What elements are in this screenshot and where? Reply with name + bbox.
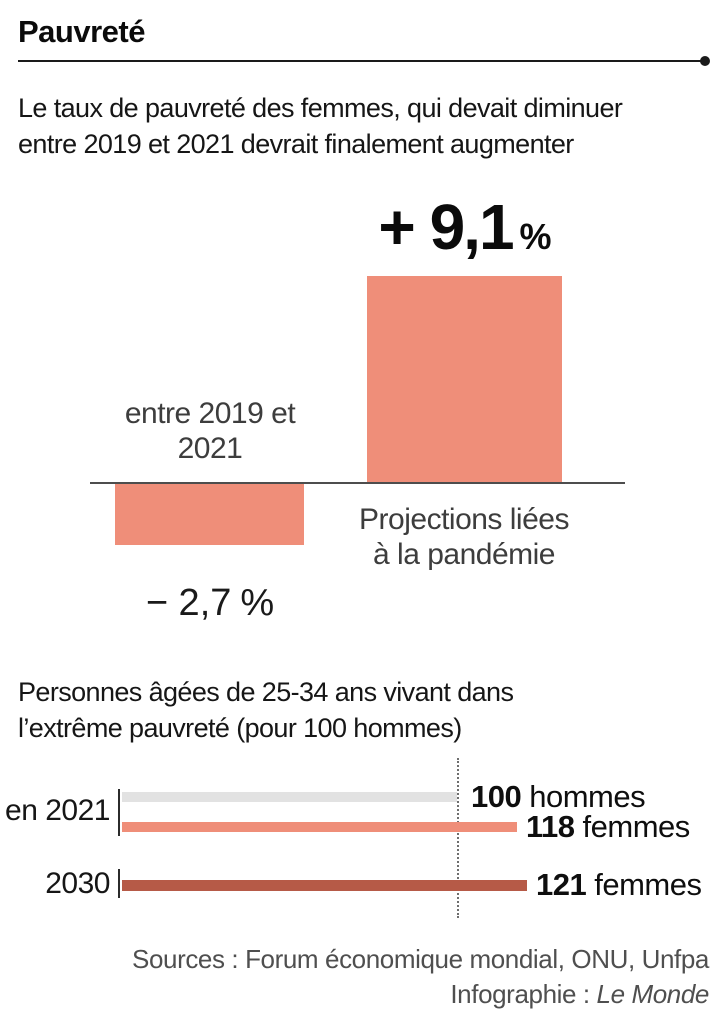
negative-value-number: − 2,7 <box>145 582 232 624</box>
credit-name: Le Monde <box>596 979 710 1009</box>
chart-subtitle-line2: entre 2019 et 2021 devrait finalement au… <box>18 129 574 159</box>
bar-hommes-2021 <box>122 792 457 802</box>
positive-value-unit: % <box>519 216 552 257</box>
axis-tick-2021 <box>118 789 120 836</box>
negative-value-unit: % <box>240 582 275 624</box>
bar-label-hommes-2021: 100 hommes <box>471 779 646 814</box>
header-rule <box>18 60 706 62</box>
sources-line: Sources : Forum économique mondial, ONU,… <box>132 944 709 974</box>
section2-title-line1: Personnes âgées de 25-34 ans vivant dans <box>18 677 514 707</box>
group-label-2030: 2030 <box>45 867 110 900</box>
bar-femmes-2030 <box>122 879 527 891</box>
bar-row-femmes-2021: 118 femmes <box>122 809 690 844</box>
category-label-projections: Projections liées à la pandémie <box>359 503 569 571</box>
negative-value-label: − 2,7% <box>80 582 340 625</box>
section2-title-line2: l’extrême pauvreté (pour 100 hommes) <box>18 713 462 743</box>
axis-tick-2030 <box>118 869 120 898</box>
bar-femmes-2021 <box>122 822 517 832</box>
bar-label-femmes-2030: 121 femmes <box>536 867 702 902</box>
category-label-2019-2021: entre 2019 et 2021 <box>124 397 296 465</box>
group-label-2021: en 2021 <box>5 794 110 827</box>
chart-subtitle: Le taux de pauvreté des femmes, qui deva… <box>18 90 623 162</box>
bar-label-femmes-2021: 118 femmes <box>526 809 690 844</box>
section2-title: Personnes âgées de 25-34 ans vivant dans… <box>18 674 514 746</box>
bar-row-hommes-2021: 100 hommes <box>122 779 646 814</box>
zero-axis-line <box>90 482 625 484</box>
credit-prefix: Infographie : <box>450 979 597 1009</box>
bar-value-hommes-2021: 100 <box>471 779 522 814</box>
positive-value-number: + 9,1 <box>378 191 514 263</box>
bar-value-femmes-2030: 121 <box>536 867 587 902</box>
reference-line <box>457 758 459 918</box>
section-kicker: Pauvreté <box>18 14 145 49</box>
positive-value-label: + 9,1% <box>335 190 595 264</box>
header-end-dot <box>700 56 710 66</box>
bar-2019-2021 <box>115 484 304 545</box>
footer-credits: Sources : Forum économique mondial, ONU,… <box>132 942 709 1012</box>
chart-subtitle-line1: Le taux de pauvreté des femmes, qui deva… <box>18 93 623 123</box>
bar-row-femmes-2030: 121 femmes <box>122 867 702 902</box>
bar-value-femmes-2021: 118 <box>526 809 575 844</box>
credit-line: Infographie : Le Monde <box>132 977 709 1012</box>
bar-projection-pandemic <box>367 276 562 483</box>
